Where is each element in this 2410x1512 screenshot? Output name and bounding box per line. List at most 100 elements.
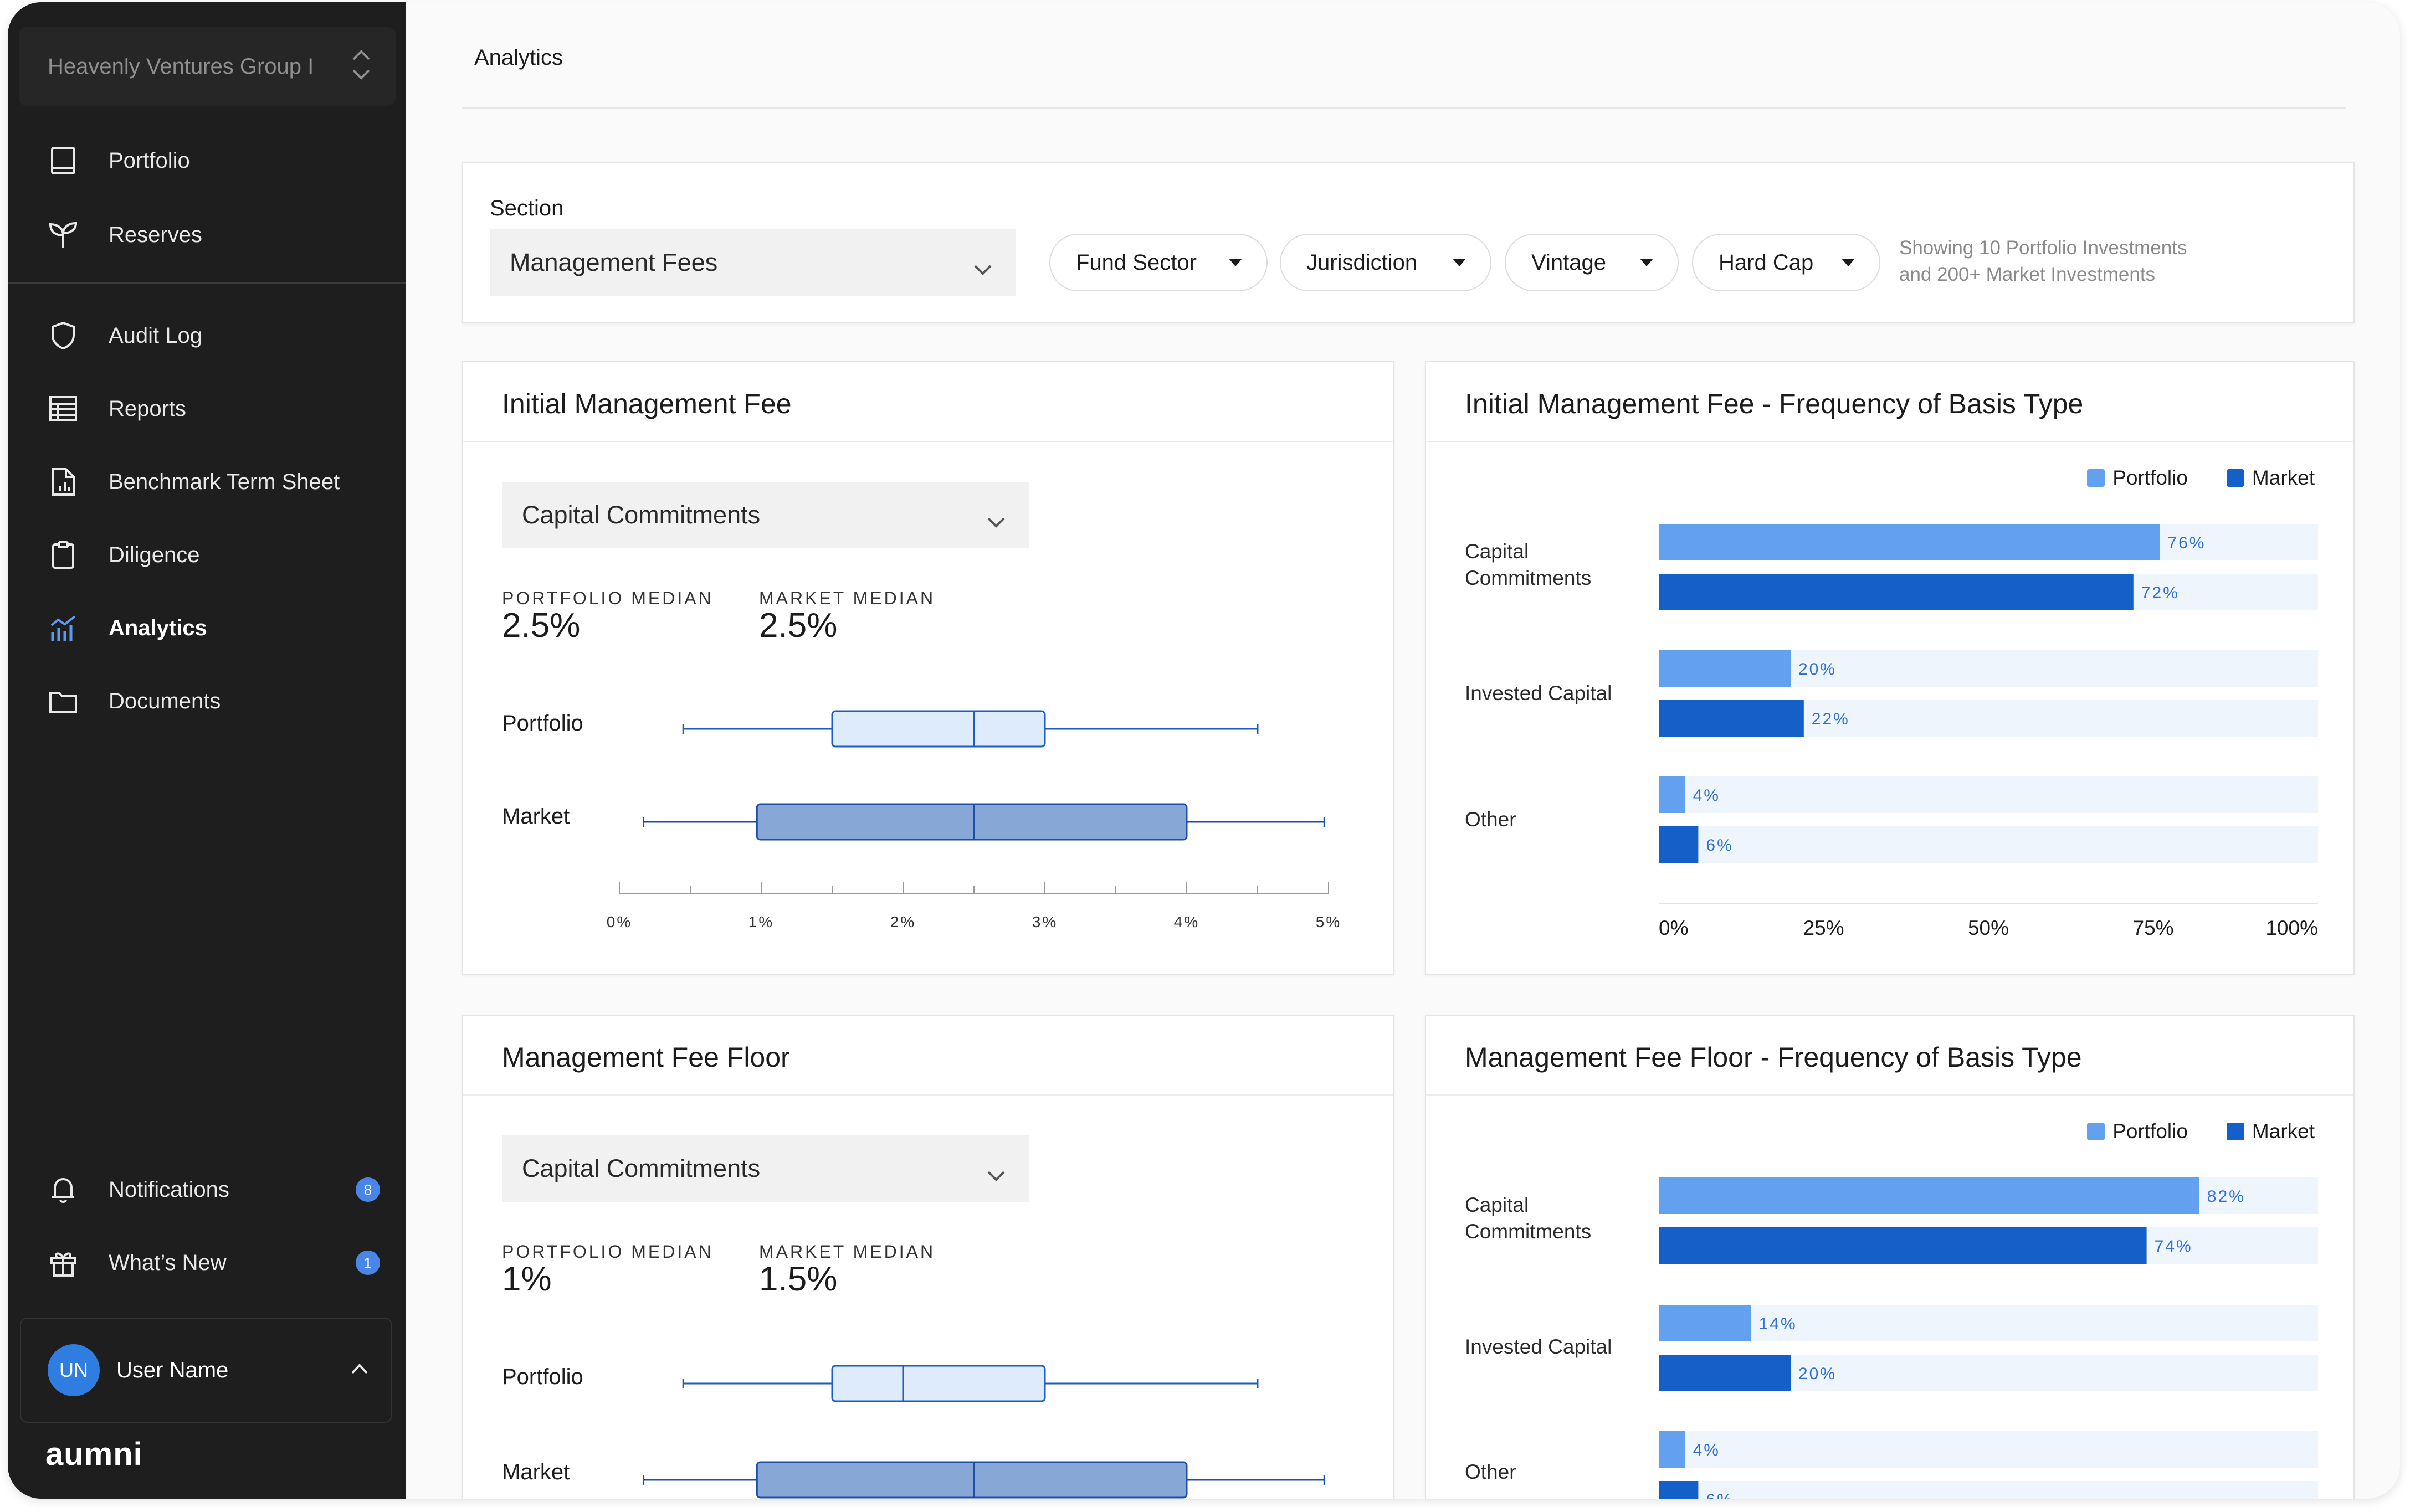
hard-cap-label: Hard Cap <box>1719 250 1814 275</box>
bar-value-label: 6% <box>1706 836 1733 855</box>
card-divider <box>463 441 1393 442</box>
category-label: Invested Capital <box>1465 1335 1612 1358</box>
chevron-down-icon <box>973 254 993 282</box>
sidebar-item-notifications[interactable]: Notifications <box>47 1168 229 1212</box>
basis-dropdown[interactable]: Capital Commitments <box>502 1135 1029 1202</box>
bar <box>1659 1305 1751 1341</box>
vintage-filter[interactable]: Vintage <box>1505 234 1679 291</box>
caret-down-icon <box>1640 259 1653 266</box>
bell-icon <box>47 1173 80 1206</box>
analytics-icon <box>47 611 80 645</box>
org-switcher[interactable]: Heavenly Ventures Group I <box>19 27 396 106</box>
sidebar-item-audit-log[interactable]: Audit Log <box>47 313 202 358</box>
x-tick-label: 2% <box>890 913 916 930</box>
table-icon <box>47 392 80 425</box>
page-title: Analytics <box>474 45 563 70</box>
bar <box>1659 524 2160 560</box>
user-menu[interactable]: UN User Name <box>20 1318 392 1423</box>
shield-icon <box>47 319 80 352</box>
fund-sector-filter[interactable]: Fund Sector <box>1049 234 1268 291</box>
bar-value-label: 72% <box>2141 584 2180 602</box>
notifications-count-badge: 8 <box>356 1177 380 1202</box>
bar-track <box>1659 1481 2318 1499</box>
sidebar-item-whats-new[interactable]: What’s New <box>47 1241 227 1285</box>
bar <box>1659 1481 1699 1499</box>
sprout-icon <box>47 218 80 251</box>
sidebar-item-reserves[interactable]: Reserves <box>47 213 202 257</box>
x-tick-label: 5% <box>1316 913 1341 930</box>
section-select-value: Management Fees <box>510 248 718 276</box>
legend-item-portfolio: Portfolio <box>2087 466 2188 490</box>
chart-legend: Portfolio Market <box>2048 1120 2315 1143</box>
clipboard-icon <box>47 538 80 572</box>
bar-track <box>1659 776 2318 813</box>
chart-legend: Portfolio Market <box>2048 466 2315 490</box>
sidebar-item-portfolio[interactable]: Portfolio <box>47 138 190 183</box>
boxplot-chart: 0% 1% 2% 3% 4% 5% <box>607 710 1341 930</box>
market-row-label: Market <box>502 1460 570 1484</box>
bar-value-label: 76% <box>2167 534 2206 552</box>
x-tick-label: 4% <box>1174 913 1199 930</box>
initial-fee-frequency-card: Initial Management Fee - Frequency of Ba… <box>1425 361 2355 975</box>
legend-label: Portfolio <box>2112 466 2188 489</box>
card-divider <box>1426 441 2353 442</box>
sidebar-item-documents[interactable]: Documents <box>47 679 221 723</box>
hard-cap-filter[interactable]: Hard Cap <box>1692 234 1880 291</box>
market-median-value: 1.5% <box>759 1260 838 1298</box>
legend-label: Portfolio <box>2112 1120 2188 1143</box>
boxplot-chart <box>643 1365 1325 1499</box>
chevron-down-icon <box>986 506 1006 535</box>
book-icon <box>47 144 80 177</box>
x-tick-label: 75% <box>2132 917 2173 939</box>
bar-value-label: 4% <box>1693 1441 1720 1459</box>
legend-label: Market <box>2252 1120 2315 1143</box>
market-median-value: 2.5% <box>759 606 838 645</box>
portfolio-row-label: Portfolio <box>502 711 583 736</box>
sidebar-item-diligence[interactable]: Diligence <box>47 533 200 577</box>
basis-dropdown-value: Capital Commitments <box>522 501 761 529</box>
basis-dropdown[interactable]: Capital Commitments <box>502 482 1029 548</box>
initial-management-fee-card: Initial Management Fee Capital Commitmen… <box>462 361 1394 975</box>
bar <box>1659 650 1791 687</box>
bar <box>1659 1177 2199 1214</box>
bar-value-label: 22% <box>1812 710 1850 728</box>
section-select[interactable]: Management Fees <box>490 229 1016 296</box>
aumni-logo: aumni <box>45 1436 143 1472</box>
x-tick-label: 3% <box>1032 913 1058 930</box>
jurisdiction-filter[interactable]: Jurisdiction <box>1280 234 1491 291</box>
bar-value-label: 20% <box>1798 660 1837 678</box>
category-label: Other <box>1465 1460 1516 1483</box>
legend-item-portfolio: Portfolio <box>2087 1120 2188 1143</box>
folder-icon <box>47 685 80 718</box>
market-median-label: MARKET MEDIAN <box>759 588 936 608</box>
sidebar-item-label: Reserves <box>109 222 202 247</box>
bar <box>1659 1355 1791 1391</box>
bar-track <box>1659 826 2318 863</box>
chevron-down-icon <box>986 1160 1006 1189</box>
sidebar-item-benchmark-term-sheet[interactable]: Benchmark Term Sheet <box>47 460 340 504</box>
portfolio-median-value: 2.5% <box>502 606 581 645</box>
legend-swatch <box>2226 1123 2244 1140</box>
card-title: Management Fee Floor - Frequency of Basi… <box>1465 1042 2082 1073</box>
sidebar-item-label: Analytics <box>109 615 207 640</box>
card-title: Management Fee Floor <box>502 1042 790 1073</box>
sidebar-item-analytics[interactable]: Analytics <box>47 606 207 650</box>
sidebar-item-reports[interactable]: Reports <box>47 387 186 431</box>
document-chart-icon <box>47 465 80 498</box>
bar <box>1659 776 1685 813</box>
filter-bar: Section Management Fees Fund Sector Juri… <box>462 162 2355 323</box>
category-label: Other <box>1465 808 1516 831</box>
bar-track <box>1659 1431 2318 1468</box>
portfolio-median-value: 1% <box>502 1260 552 1298</box>
category-label: Capital Commitments <box>1465 1194 1592 1243</box>
category-label: Capital Commitments <box>1465 540 1592 589</box>
user-name: User Name <box>116 1357 229 1382</box>
market-median-label: MARKET MEDIAN <box>759 1242 936 1262</box>
bar-value-label: 20% <box>1798 1365 1837 1383</box>
portfolio-median-label: PORTFOLIO MEDIAN <box>502 1242 714 1262</box>
iqr-box <box>756 1461 1188 1499</box>
card-divider <box>463 1094 1393 1096</box>
bar <box>1659 574 2134 610</box>
x-tick-label: 25% <box>1803 917 1844 939</box>
sidebar-item-label: Benchmark Term Sheet <box>109 469 340 494</box>
